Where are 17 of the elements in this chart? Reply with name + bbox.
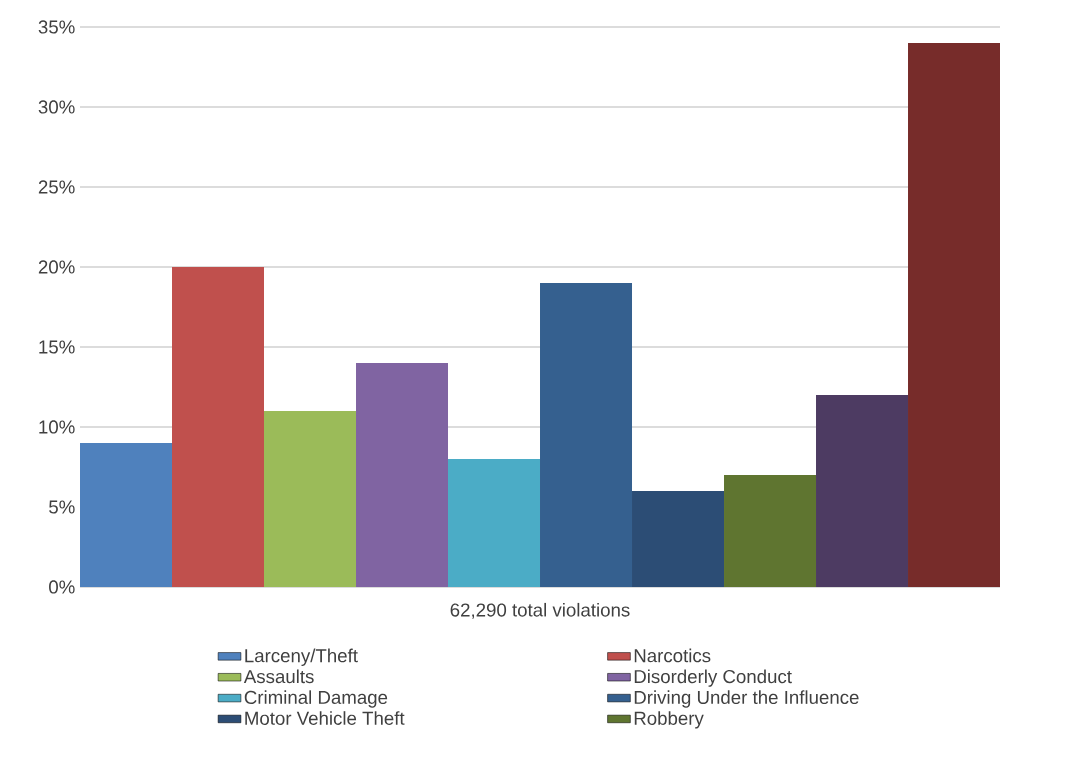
y-tick-label: 0% xyxy=(49,580,75,594)
legend-label: Disorderly Conduct xyxy=(634,669,792,687)
y-tick-label: 35% xyxy=(38,20,75,34)
y-tick-label: 20% xyxy=(38,260,75,274)
y-tick-label: 25% xyxy=(38,180,75,194)
legend-label: Narcotics xyxy=(634,648,711,663)
y-tick-label: 10% xyxy=(39,420,75,434)
legend-label: Assaults xyxy=(243,669,314,684)
legend-label: Larceny/Theft xyxy=(245,648,358,666)
legend-label: Robbery xyxy=(634,711,704,729)
legend-label: Motor Vehicle Theft xyxy=(245,711,405,725)
legend-label: Criminal Damage xyxy=(244,690,388,708)
x-axis-title: 62,290 total violations xyxy=(450,602,630,619)
y-tick-label: 5% xyxy=(49,500,75,514)
legend-label: Driving Under the Influence xyxy=(634,690,859,708)
y-tick-label: 30% xyxy=(38,100,75,114)
y-tick-label: 15% xyxy=(39,340,75,354)
